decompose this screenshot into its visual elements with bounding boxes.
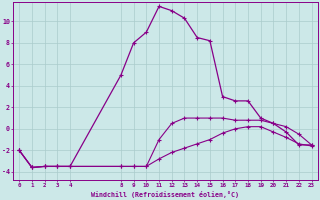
X-axis label: Windchill (Refroidissement éolien,°C): Windchill (Refroidissement éolien,°C) — [92, 191, 239, 198]
